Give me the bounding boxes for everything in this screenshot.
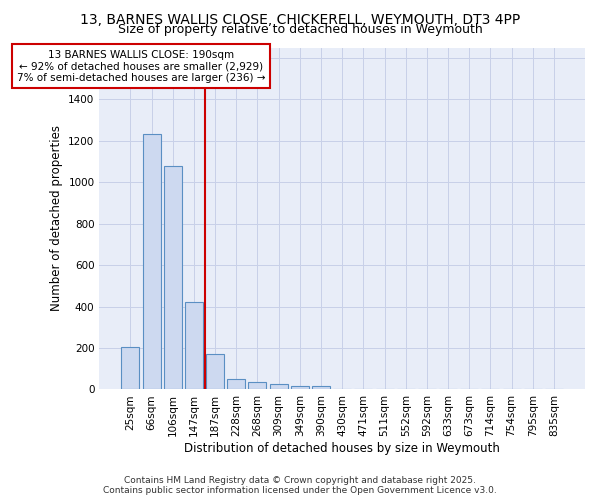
Bar bbox=[248, 382, 266, 390]
Text: 13 BARNES WALLIS CLOSE: 190sqm
← 92% of detached houses are smaller (2,929)
7% o: 13 BARNES WALLIS CLOSE: 190sqm ← 92% of … bbox=[17, 50, 265, 83]
Bar bbox=[143, 134, 161, 390]
Bar bbox=[206, 354, 224, 390]
Bar bbox=[291, 386, 309, 390]
Bar bbox=[185, 302, 203, 390]
Y-axis label: Number of detached properties: Number of detached properties bbox=[50, 126, 62, 312]
X-axis label: Distribution of detached houses by size in Weymouth: Distribution of detached houses by size … bbox=[184, 442, 500, 455]
Text: Size of property relative to detached houses in Weymouth: Size of property relative to detached ho… bbox=[118, 22, 482, 36]
Bar bbox=[227, 379, 245, 390]
Text: 13, BARNES WALLIS CLOSE, CHICKERELL, WEYMOUTH, DT3 4PP: 13, BARNES WALLIS CLOSE, CHICKERELL, WEY… bbox=[80, 12, 520, 26]
Bar bbox=[164, 166, 182, 390]
Bar bbox=[121, 347, 139, 390]
Text: Contains HM Land Registry data © Crown copyright and database right 2025.
Contai: Contains HM Land Registry data © Crown c… bbox=[103, 476, 497, 495]
Bar bbox=[312, 386, 330, 390]
Bar bbox=[269, 384, 287, 390]
